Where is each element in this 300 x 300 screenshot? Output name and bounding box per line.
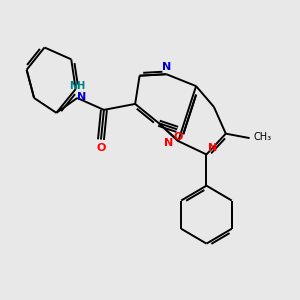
Text: CH₃: CH₃ (253, 132, 271, 142)
Text: N: N (77, 92, 86, 102)
Text: N: N (208, 143, 217, 153)
Text: O: O (96, 143, 106, 153)
Text: O: O (173, 132, 182, 142)
Text: N: N (162, 62, 171, 72)
Text: N: N (164, 138, 173, 148)
Text: NH: NH (69, 81, 85, 92)
